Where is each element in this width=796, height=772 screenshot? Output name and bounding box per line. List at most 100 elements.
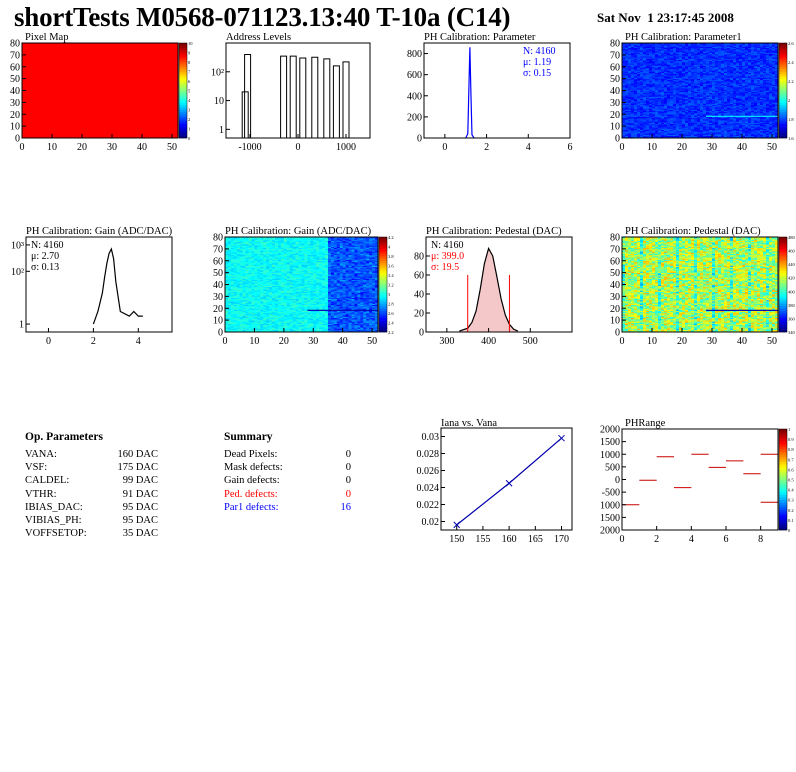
ph-cal-pedestal-map-ytick-label: 60 xyxy=(610,256,620,267)
ph-cal-pedestal-map-palette-label: 400 xyxy=(788,289,796,294)
ph-cal-gain-map-xtick-label: 20 xyxy=(279,336,289,347)
address-levels-title: Address Levels xyxy=(226,32,291,43)
iana-vana-point xyxy=(558,434,565,442)
ph-cal-pedestal-map-ytick-label: 30 xyxy=(610,292,620,303)
address-levels-peak xyxy=(289,55,297,138)
address-levels-xtick-label: 0 xyxy=(296,142,301,153)
pixel-map-palette-label: 0 xyxy=(188,136,191,141)
ph-cal-parameter-xtick-label: 0 xyxy=(442,142,447,153)
op_params-label: VTHR: xyxy=(25,488,57,500)
ph-cal-pedestal-hist-xtick-label: 500 xyxy=(523,336,538,347)
pixel-map-title: Pixel Map xyxy=(25,32,68,43)
ph-cal-gain-map-ytick-label: 10 xyxy=(213,316,223,327)
ph-cal-pedestal-hist-frame xyxy=(425,236,573,333)
ph-cal-parameter1-title: PH Calibration: Parameter1 xyxy=(625,32,742,43)
ph-cal-gain-hist-panel: PH Calibration: Gain (ADC/DAC) 0 2 4 1 10² 10³… xyxy=(0,224,200,354)
address-levels-chart: Address Levels -1000 0 1000 1 10 10² xyxy=(211,32,371,153)
iana-vana-xtick-label: 155 xyxy=(475,534,490,545)
phrange-palette-label: 0.8 xyxy=(788,447,794,452)
address-levels-frame xyxy=(225,42,371,139)
summary-value: 0 xyxy=(345,488,351,500)
ph-cal-parameter1-ytick-label: 70 xyxy=(610,50,620,61)
ph-cal-parameter-xtick-label: 4 xyxy=(526,142,531,153)
ph-cal-pedestal-map-ytick-label: 0 xyxy=(615,328,620,339)
address-levels-xtick-label: -1000 xyxy=(238,142,261,153)
ph-cal-gain-hist-stat: N: 4160 xyxy=(31,240,64,251)
pixel-map-xtick-label: 50 xyxy=(167,142,177,153)
phrange-palette-label: 0 xyxy=(788,528,791,533)
ph-cal-parameter1-ytick-label: 40 xyxy=(610,86,620,97)
pixel-map-palette-label: 8 xyxy=(188,60,191,65)
summary-label: Ped. defects: xyxy=(224,488,278,500)
pixel-map-palette-label: 6 xyxy=(188,79,191,84)
ph-cal-parameter1-ytick-label: 80 xyxy=(610,39,620,50)
ph-cal-gain-map-palette-label: 3.2 xyxy=(388,283,394,288)
ph-cal-pedestal-map-ytick-label: 20 xyxy=(610,304,620,315)
ph-cal-parameter1-palette-label: 2.6 xyxy=(788,41,794,46)
ph-cal-pedestal-hist-stat: N: 4160 xyxy=(431,240,464,251)
phrange-palette-label: 1 xyxy=(788,427,790,432)
phrange-palette-label: 0.5 xyxy=(788,478,794,483)
op_params-value: 99 DAC xyxy=(122,475,158,487)
ph-cal-pedestal-hist-chart: PH Calibration: Pedestal (DAC) 300 400 500 0… xyxy=(414,226,573,347)
iana-vana-ytick-label: 0.02 xyxy=(422,517,440,528)
ph-cal-gain-hist-xtick-label: 0 xyxy=(46,336,51,347)
ph-cal-gain-map-panel: PH Calibration: Gain (ADC/DAC) 0 10 20 30 40 5… xyxy=(200,224,400,354)
ph-cal-parameter-xtick-label: 6 xyxy=(568,142,573,153)
ph-cal-gain-map-xtick-label: 40 xyxy=(338,336,348,347)
iana-vana-frame xyxy=(440,427,573,531)
ph-cal-pedestal-map-xtick-label: 0 xyxy=(620,336,625,347)
pixel-map-xtick-label: 40 xyxy=(137,142,147,153)
iana-vana-xtick-label: 170 xyxy=(554,534,569,545)
phrange-ytick-label: 1000 xyxy=(600,450,620,461)
ph-cal-pedestal-map-palette-label: 420 xyxy=(788,276,796,281)
pixel-map-palette-label: 3 xyxy=(188,108,191,113)
pixel-map-ytick-label: 50 xyxy=(10,74,20,85)
iana-vana-ytick-label: 0.028 xyxy=(417,449,440,460)
ph-cal-gain-hist-series xyxy=(92,247,143,325)
ph-cal-gain-hist-stat: σ: 0.13 xyxy=(31,262,59,273)
pixel-map-palette-label: 1 xyxy=(188,127,190,132)
address-levels-peak xyxy=(280,55,288,138)
ph-cal-pedestal-map-xtick-label: 50 xyxy=(767,336,777,347)
op_params-row: IBIAS_DAC: 95 DAC xyxy=(25,502,185,515)
phrange-palette-label: 0.2 xyxy=(788,508,794,513)
address-levels-peak xyxy=(244,53,252,138)
address-levels-peak xyxy=(241,91,249,138)
ph-cal-gain-map-ytick-label: 50 xyxy=(213,268,223,279)
ph-cal-gain-map-xtick-label: 50 xyxy=(367,336,377,347)
summary-label: Gain defects: xyxy=(224,475,280,487)
ph-cal-pedestal-map-ytick-label: 40 xyxy=(610,280,620,291)
address-levels-peak xyxy=(299,57,307,138)
ph-cal-gain-map-ytick-label: 20 xyxy=(213,304,223,315)
pixel-map-palette xyxy=(178,42,188,139)
ph-cal-gain-map-ytick-label: 40 xyxy=(213,280,223,291)
ph-cal-gain-map-palette-label: 2.8 xyxy=(388,302,394,307)
address-levels-peak xyxy=(342,61,350,138)
address-levels-peak xyxy=(332,65,340,138)
ph-cal-parameter1-xtick-label: 50 xyxy=(767,142,777,153)
ph-cal-gain-map-palette-label: 4 xyxy=(388,245,391,250)
summary-title: Summary xyxy=(224,431,273,443)
ph-cal-pedestal-hist-stat: σ: 19.5 xyxy=(431,262,459,273)
ph-cal-gain-map-ytick-label: 30 xyxy=(213,292,223,303)
iana-vana-chart: Iana vs. Vana 150 155 160 165 170 0.02 0.022 0.0… xyxy=(417,418,573,545)
ph-cal-parameter-chart: PH Calibration: Parameter 0 2 4 6 0 200 400 600 8… xyxy=(407,32,573,153)
pixel-map-palette-label: 5 xyxy=(188,89,191,94)
ph-cal-gain-hist-ytick-label: 1 xyxy=(19,320,24,331)
phrange-palette-label: 0.7 xyxy=(788,457,794,462)
summary-label: Mask defects: xyxy=(224,462,283,474)
pixel-map-ytick-label: 80 xyxy=(10,39,20,50)
phrange-xtick-label: 2 xyxy=(654,534,659,545)
ph-cal-parameter-title: PH Calibration: Parameter xyxy=(424,32,536,43)
ph-cal-pedestal-map-ytick-label: 70 xyxy=(610,244,620,255)
summary-value: 16 xyxy=(340,501,352,513)
pixel-map-ytick-label: 30 xyxy=(10,98,20,109)
op_params-row: VSF: 175 DAC xyxy=(25,462,185,475)
ph-cal-pedestal-map-palette-label: 440 xyxy=(788,262,796,267)
op_params-label: VANA: xyxy=(25,449,57,460)
ph-cal-pedestal-hist-xtick-label: 300 xyxy=(439,336,454,347)
ph-cal-parameter1-xtick-label: 20 xyxy=(677,142,687,153)
phrange-palette-label: 0.6 xyxy=(788,467,794,472)
iana-vana-point xyxy=(453,521,461,529)
